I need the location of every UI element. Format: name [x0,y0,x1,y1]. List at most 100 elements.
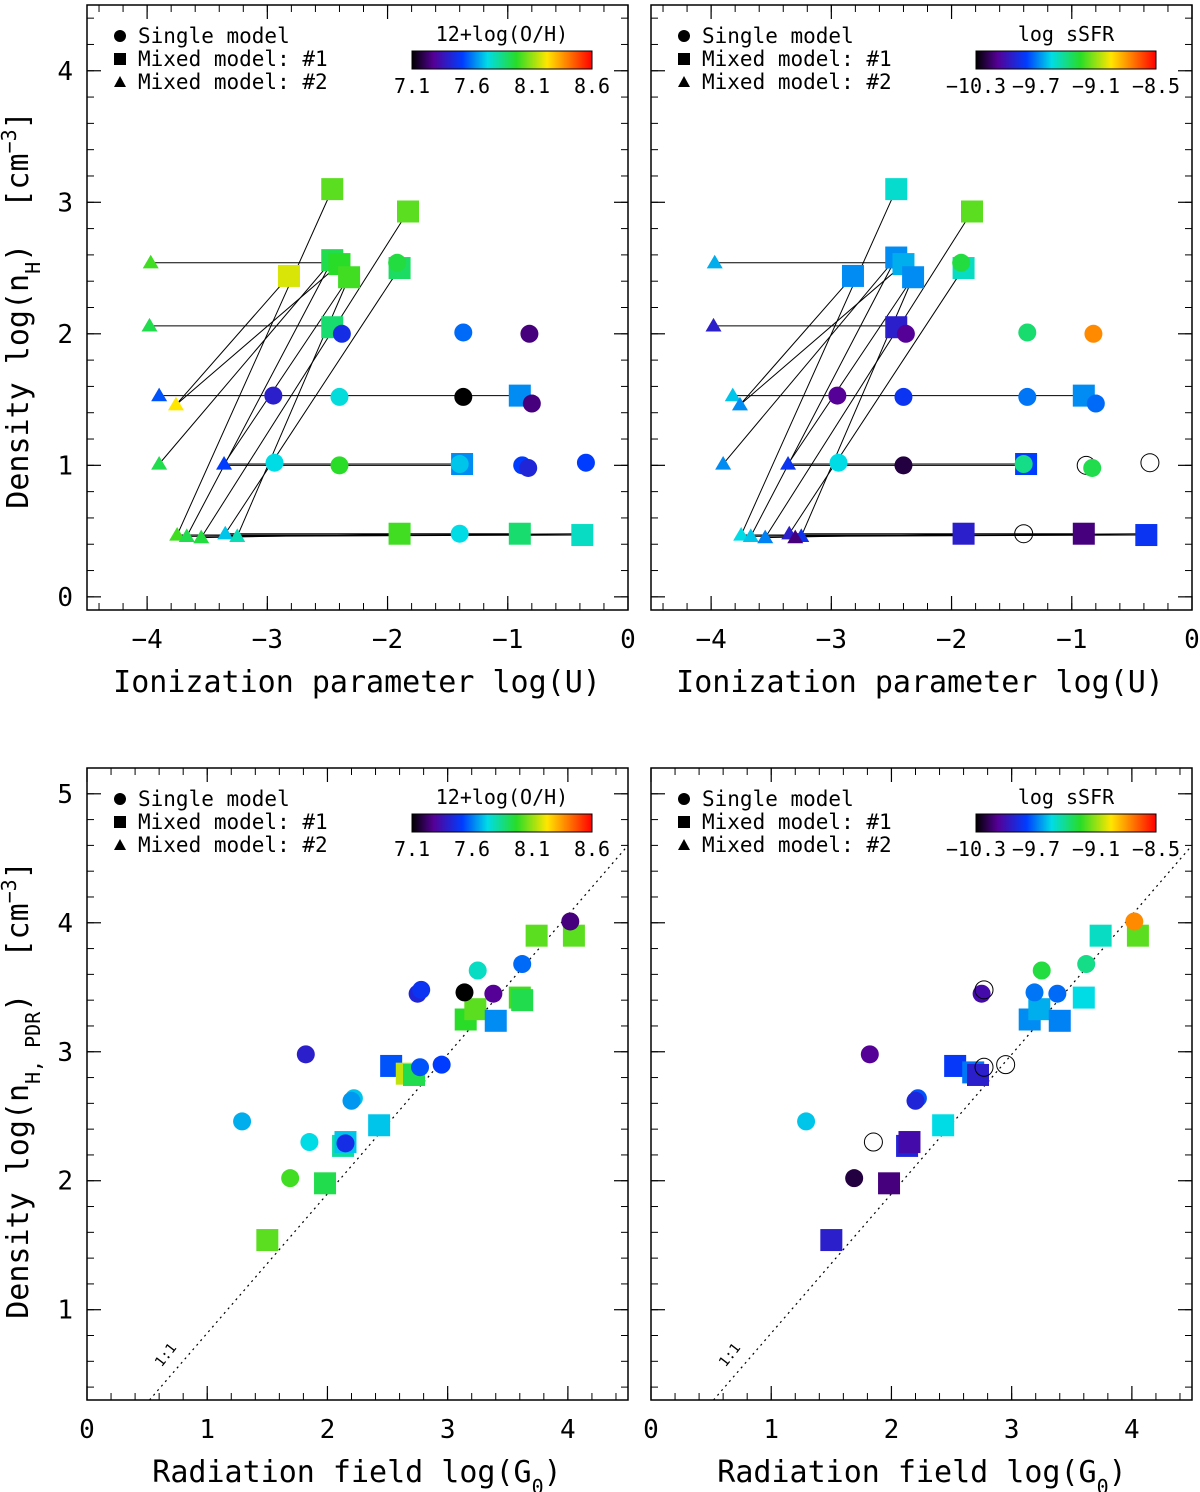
bottom-left-xlabel-sub: 0 [532,1475,544,1492]
colorbar-tick-label: −8.5 [1132,74,1180,98]
x-tick-label: −2 [936,625,967,655]
mixed-model-1-point [511,989,534,1012]
mixed-model-1-point [508,522,531,545]
connector-line [722,257,897,465]
mixed-model-1-point [898,1131,921,1154]
mixed-model-2-point [780,456,797,470]
single-model-point [522,394,541,413]
mixed-model-1-point [256,1229,279,1252]
single-model-point [1018,323,1037,342]
colorbar-tick-label: 8.1 [514,74,550,98]
bottom-left-xlabel-close: ) [544,1455,562,1490]
colorbar-tick-label: 8.6 [574,837,610,861]
legend-circle-icon [114,793,126,805]
one-to-one-label: 1:1 [716,1340,744,1370]
mixed-model-1-point [1089,924,1112,947]
mixed-model-1-point [878,1172,901,1195]
single-model-point [576,453,595,472]
y-tick-label: 3 [57,1038,73,1068]
y-tick-label: 4 [57,909,73,939]
colorbar-tick-label: 7.6 [454,837,490,861]
y-tick-label: 2 [57,320,73,350]
mixed-model-1-point [525,924,548,947]
connector-line [740,188,897,536]
single-model-point [484,984,503,1003]
top-left-ylabel-close: ) [1,244,36,262]
bottom-left-xlabel: Radiation field log(G0) [152,1455,561,1492]
y-tick-label: 1 [57,451,73,481]
bottom-right-xlabel-close: ) [1109,1455,1127,1490]
single-model-point [860,1045,879,1064]
single-model-point [1014,524,1034,544]
y-tick-label: 0 [57,583,73,613]
single-model-point [974,980,994,1000]
colorbar-tick-label: −10.3 [946,837,1006,861]
legend-circle-icon [678,793,690,805]
single-model-point [513,955,532,974]
x-tick-label: 0 [620,625,636,655]
mixed-model-2-point [216,456,233,470]
mixed-model-1-point [338,266,361,289]
mixed-model-1-point [902,266,925,289]
x-tick-label: 2 [320,1415,336,1445]
legend-square-icon [678,53,690,65]
mixed-model-2-point [742,528,759,542]
legend-square-icon [114,816,126,828]
legend-mixed2-label: Mixed model: #2 [138,70,328,94]
legend-mixed2-label: Mixed model: #2 [702,833,892,857]
y-tick-label: 3 [57,188,73,218]
colorbar-tick-label: 7.6 [454,74,490,98]
legend-mixed1-label: Mixed model: #1 [702,47,892,71]
colorbar-strip [411,813,593,833]
mixed-model-1-point [484,1009,507,1032]
single-model-point [1018,387,1037,406]
single-model-point [1083,458,1102,477]
legend-mixed1-label: Mixed model: #1 [138,47,328,71]
mixed-model-2-point [169,527,186,541]
single-model-point [845,1169,864,1188]
legend-circle-icon [114,30,126,42]
mixed-model-1-point [820,1229,843,1252]
mixed-model-1-point [960,200,983,223]
mixed-model-1-point [321,178,344,201]
mixed-model-1-point [1072,522,1095,545]
legend-triangle-icon [678,76,690,87]
x-tick-label: 3 [1004,1415,1020,1445]
colorbar: 12+log(O/H) 7.1 7.6 8.1 8.6 [394,785,610,861]
bottom-left-yunits-sup: −3 [0,879,21,903]
single-model-point [468,961,487,980]
mixed-model-1-point [1072,986,1095,1009]
colorbar: log sSFR −10.3 −9.7 −9.1 −8.5 [946,785,1180,861]
single-model-point [412,980,431,999]
legend-single-label: Single model [138,24,290,48]
mixed-model-2-point [178,528,195,542]
colorbar-strip [975,50,1157,70]
single-model-point [265,453,284,472]
single-model-point [388,253,407,272]
colorbar-tick-label: −9.1 [1072,74,1120,98]
x-tick-label: 1 [199,1415,215,1445]
single-model-point [330,456,349,475]
bottom-right-xlabel-main: Radiation field log(G [717,1455,1096,1490]
single-model-point [1084,324,1103,343]
mixed-model-2-point [706,254,723,269]
single-model-point [1086,394,1105,413]
top-left-yunits-close: ] [1,111,36,129]
single-model-point [894,456,913,475]
mixed-model-1-point [841,264,864,287]
single-model-point [411,1058,430,1077]
connector-line [200,211,409,538]
y-tick-label: 1 [57,1296,73,1326]
colorbar-title: log sSFR [1018,785,1115,809]
connector-line [788,267,964,534]
mixed-model-2-point [787,529,804,544]
single-model-point [894,387,913,406]
mixed-model-1-point [571,524,594,547]
